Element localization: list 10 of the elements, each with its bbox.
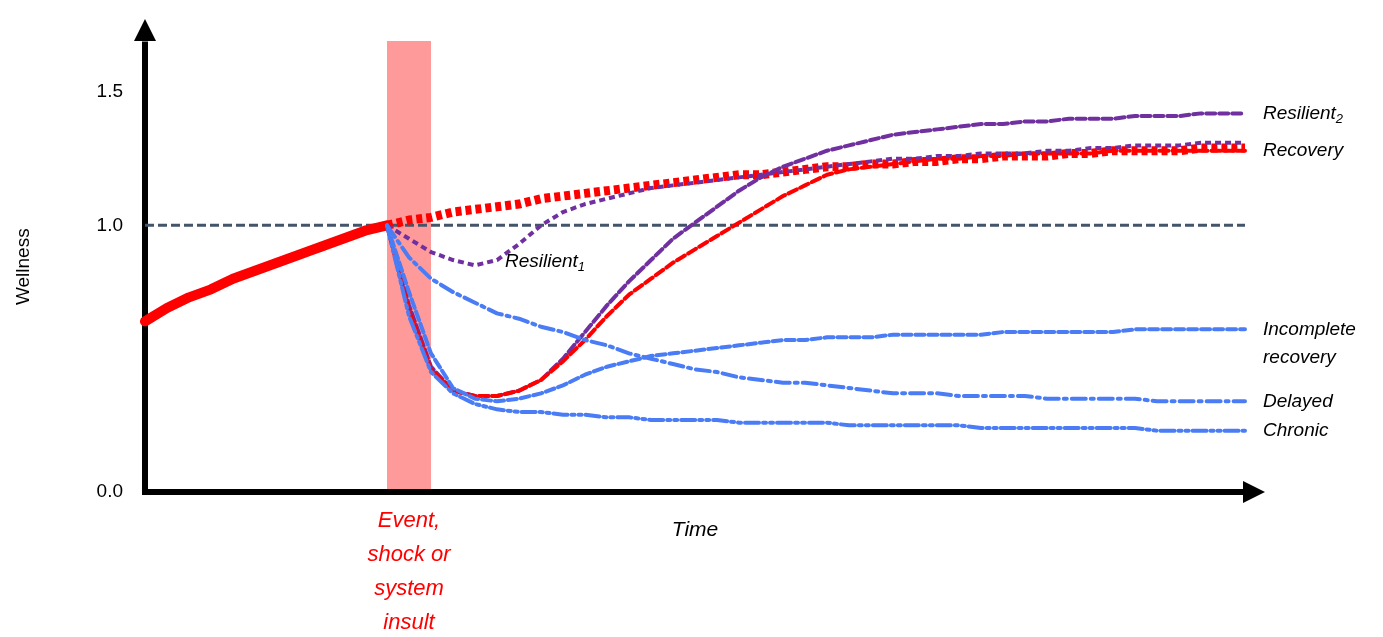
x-axis-title: Time [671, 516, 719, 540]
y-tick-label: 1.0 [96, 213, 123, 235]
series-label: Incomplete recovery [1263, 317, 1356, 367]
series-label: Recovery [1263, 139, 1345, 160]
series-label: Chronic [1263, 418, 1329, 440]
y-axis-title: Wellness [11, 228, 33, 306]
series-label: Delayed [1263, 389, 1335, 411]
y-tick-label: 0.0 [96, 480, 123, 502]
text: Event, shock or system insult [367, 507, 453, 635]
y-tick-label: 1.5 [96, 80, 123, 102]
